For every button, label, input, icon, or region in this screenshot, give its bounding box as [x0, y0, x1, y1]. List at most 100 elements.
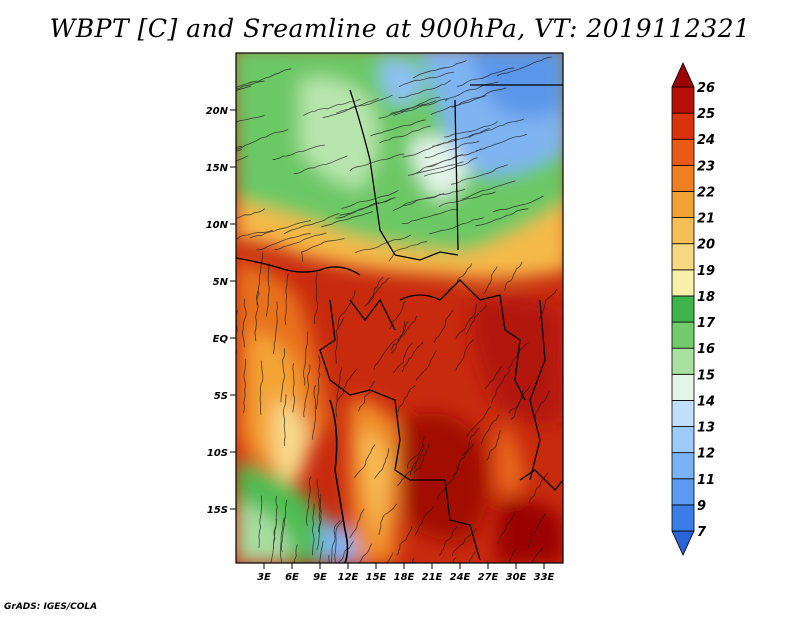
streamline [358, 380, 375, 412]
streamline [437, 467, 459, 500]
streamline [407, 161, 464, 176]
streamline [282, 394, 287, 446]
colorbar-level-label: 26 [697, 81, 715, 96]
streamline [337, 368, 358, 401]
streamline [424, 157, 478, 177]
streamline [426, 148, 482, 168]
streamline [451, 528, 477, 557]
streamline [401, 341, 424, 373]
colorbar-swatch [671, 191, 695, 218]
colorbar-swatch [671, 112, 695, 140]
grads-credit: GrADS: IGES/COLA [4, 602, 98, 612]
lat-label-10n: 10N [206, 220, 229, 231]
streamline [434, 309, 454, 343]
streamline [249, 220, 312, 239]
colorbar-level-label: 23 [697, 159, 715, 174]
streamline [456, 67, 515, 87]
lon-label-33e: 33E [534, 572, 555, 583]
streamline [236, 85, 252, 92]
map-frame [235, 52, 564, 564]
streamline [236, 208, 266, 219]
streamline [507, 342, 529, 370]
streamline [450, 164, 509, 185]
colorbar-legend: 7 9 11 12 13 14 15 16 17 18 19 20 21 22 23 24 25 26 [671, 62, 716, 556]
streamline [242, 298, 247, 348]
streamline [438, 191, 496, 207]
colorbar-swatch [671, 373, 695, 401]
lon-label-27e: 27E [478, 572, 499, 583]
streamline [410, 153, 463, 176]
streamline [364, 276, 384, 307]
streamline [354, 234, 411, 254]
streamline [401, 208, 457, 225]
wbpt-shading [236, 53, 563, 563]
streamline [303, 98, 361, 116]
streamline [444, 121, 498, 138]
colorbar-swatch [671, 426, 695, 454]
streamline [527, 513, 546, 548]
lat-label-eq: EQ [213, 334, 229, 345]
lat-label-15s: 15S [207, 505, 228, 516]
streamline [378, 100, 437, 119]
streamline [266, 263, 270, 317]
colorbar-swatch [671, 138, 695, 166]
lat-label-20n: 20N [206, 106, 229, 117]
streamline [503, 261, 523, 291]
streamline [335, 367, 342, 417]
colorbar-swatch [671, 164, 695, 192]
streamline [461, 427, 480, 457]
streamline [243, 359, 246, 414]
latitude-axis: 20N 15N 10N 5N EQ 5S 10S 15S [206, 106, 236, 516]
streamline [378, 503, 398, 535]
coastline [329, 399, 349, 563]
streamline [475, 133, 527, 151]
streamline [393, 98, 449, 116]
colorbar-swatch [671, 269, 695, 297]
colorbar-level-label: 20 [697, 238, 715, 253]
streamline [391, 320, 406, 351]
streamline [315, 355, 321, 409]
lon-label-6e: 6E [285, 572, 299, 583]
streamline [236, 129, 289, 150]
colorbar-level-label: 19 [697, 264, 715, 279]
streamline [274, 232, 327, 251]
colorbar-level-label: 17 [697, 316, 716, 331]
colorbar-bottom-arrow [671, 530, 695, 556]
lon-label-12e: 12E [338, 572, 359, 583]
streamline [397, 384, 416, 413]
colorbar-swatch [671, 86, 695, 114]
streamline [236, 68, 292, 88]
streamline [256, 251, 264, 306]
streamline [314, 269, 319, 325]
streamline [452, 443, 474, 477]
lat-label-5n: 5N [213, 277, 229, 288]
streamline [486, 429, 501, 461]
streamline [334, 317, 345, 364]
colorbar-level-label: 15 [697, 368, 715, 383]
streamline [341, 190, 399, 209]
streamline [393, 342, 413, 374]
streamline [481, 414, 500, 445]
streamline [397, 315, 418, 341]
colorbar-level-label: 24 [697, 133, 715, 148]
colorbar-swatch [671, 478, 695, 506]
streamline [386, 552, 393, 563]
lon-label-3e: 3E [257, 572, 271, 583]
streamline [397, 457, 419, 486]
streamline [272, 301, 278, 355]
streamline [533, 391, 550, 422]
streamline [468, 550, 477, 563]
streamline [319, 540, 324, 563]
streamline [496, 56, 552, 77]
streamline [280, 348, 286, 403]
colorbar-level-label: 22 [697, 185, 715, 200]
streamline [409, 444, 425, 476]
colorbar-swatch [671, 452, 695, 480]
streamline [424, 140, 480, 159]
streamline [465, 406, 492, 437]
colorbar-top-arrow [671, 62, 695, 88]
lon-label-15e: 15E [366, 572, 387, 583]
lat-label-5s: 5S [214, 391, 228, 402]
colorbar-level-label: 18 [697, 290, 715, 305]
streamline [259, 360, 264, 415]
